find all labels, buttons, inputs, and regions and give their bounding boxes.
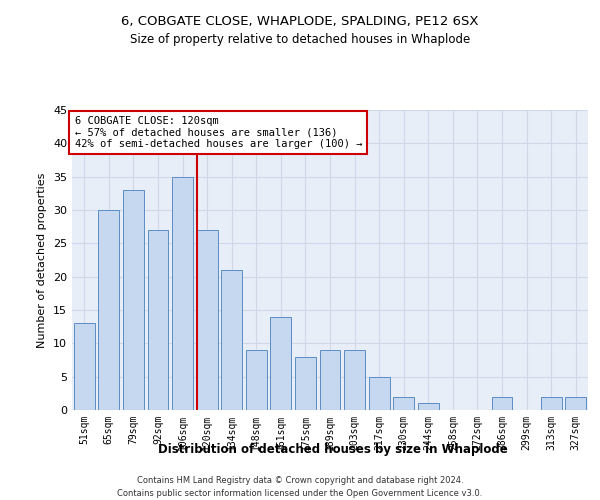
Bar: [344, 350, 365, 410]
Text: Distribution of detached houses by size in Whaplode: Distribution of detached houses by size …: [158, 442, 508, 456]
Bar: [320, 350, 340, 410]
Bar: [197, 230, 218, 410]
Text: Size of property relative to detached houses in Whaplode: Size of property relative to detached ho…: [130, 32, 470, 46]
Bar: [491, 396, 512, 410]
Y-axis label: Number of detached properties: Number of detached properties: [37, 172, 47, 348]
Text: Contains HM Land Registry data © Crown copyright and database right 2024.
Contai: Contains HM Land Registry data © Crown c…: [118, 476, 482, 498]
Bar: [541, 396, 562, 410]
Bar: [246, 350, 267, 410]
Bar: [295, 356, 316, 410]
Bar: [418, 404, 439, 410]
Bar: [98, 210, 119, 410]
Bar: [271, 316, 292, 410]
Bar: [148, 230, 169, 410]
Bar: [74, 324, 95, 410]
Bar: [565, 396, 586, 410]
Bar: [393, 396, 414, 410]
Bar: [123, 190, 144, 410]
Text: 6, COBGATE CLOSE, WHAPLODE, SPALDING, PE12 6SX: 6, COBGATE CLOSE, WHAPLODE, SPALDING, PE…: [121, 15, 479, 28]
Bar: [172, 176, 193, 410]
Bar: [221, 270, 242, 410]
Text: 6 COBGATE CLOSE: 120sqm
← 57% of detached houses are smaller (136)
42% of semi-d: 6 COBGATE CLOSE: 120sqm ← 57% of detache…: [74, 116, 362, 149]
Bar: [368, 376, 389, 410]
